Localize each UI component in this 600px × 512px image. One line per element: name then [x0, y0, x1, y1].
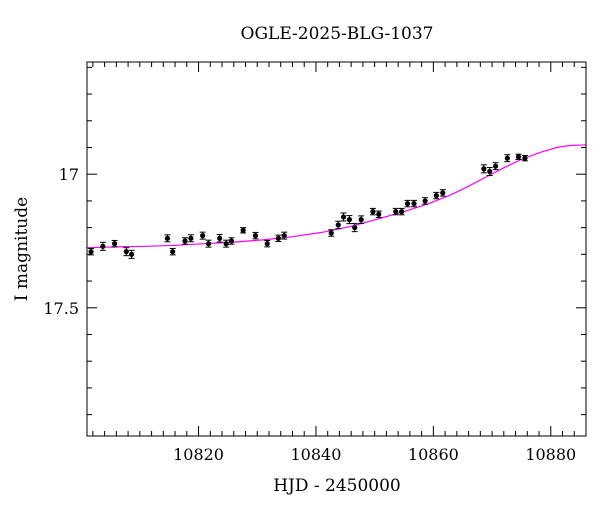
data-point	[328, 229, 335, 237]
data-point	[521, 155, 528, 162]
x-axis-label: HJD - 2450000	[273, 476, 401, 496]
point-marker	[352, 225, 358, 231]
point-marker	[264, 241, 270, 247]
y-tick-label: 17.5	[43, 299, 79, 318]
data-point	[169, 247, 176, 256]
point-marker	[358, 217, 364, 223]
data-point	[275, 234, 282, 243]
point-marker	[182, 238, 188, 244]
point-marker	[504, 155, 510, 161]
data-point	[492, 162, 499, 171]
point-marker	[252, 233, 259, 239]
point-marker	[188, 235, 194, 241]
data-point	[182, 237, 189, 245]
point-marker	[335, 222, 341, 228]
data-points-layer	[88, 153, 528, 259]
data-point	[335, 220, 342, 230]
point-marker	[440, 190, 446, 196]
point-marker	[487, 168, 493, 175]
data-point	[187, 234, 194, 243]
point-marker	[281, 233, 287, 239]
data-point	[123, 247, 130, 257]
point-marker	[422, 198, 428, 204]
data-point	[252, 231, 259, 240]
point-marker	[370, 209, 376, 215]
point-marker	[346, 217, 353, 223]
data-point	[486, 167, 493, 177]
data-point	[439, 189, 446, 197]
point-marker	[393, 209, 399, 215]
data-point	[410, 199, 417, 208]
point-marker	[170, 249, 176, 255]
data-point	[369, 207, 376, 216]
point-marker	[200, 233, 206, 239]
point-marker	[340, 214, 347, 220]
data-point	[164, 234, 171, 243]
point-marker	[111, 241, 118, 247]
model-curve	[86, 144, 587, 249]
data-point	[351, 223, 358, 233]
point-marker	[217, 235, 223, 241]
point-marker	[492, 163, 499, 169]
data-point	[228, 237, 235, 245]
point-marker	[100, 243, 106, 249]
data-point	[480, 164, 487, 174]
data-point	[504, 154, 511, 163]
data-point	[216, 234, 223, 243]
data-point	[340, 212, 347, 222]
point-marker	[123, 249, 129, 255]
point-marker	[129, 251, 135, 257]
data-point	[223, 239, 230, 248]
point-marker	[205, 241, 212, 247]
axis-ticks-layer: 10820 10840 10860 10880 17 17.5	[43, 62, 587, 464]
data-point	[88, 247, 95, 256]
data-point	[281, 231, 288, 240]
point-marker	[223, 241, 229, 247]
data-point	[205, 239, 212, 248]
data-point	[199, 231, 206, 240]
point-marker	[515, 154, 522, 160]
model-curve-layer	[86, 144, 587, 249]
data-point	[346, 215, 353, 225]
x-tick-label: 10880	[525, 445, 576, 464]
data-point	[264, 239, 271, 248]
data-point	[128, 249, 135, 259]
data-point	[515, 153, 522, 161]
point-marker	[240, 227, 246, 233]
chart-title: OGLE-2025-BLG-1037	[241, 24, 434, 44]
data-point	[398, 207, 405, 216]
point-marker	[433, 192, 439, 199]
point-marker	[399, 209, 405, 215]
data-point	[111, 239, 118, 248]
y-axis-label: I magnitude	[12, 197, 32, 301]
data-point	[422, 197, 429, 205]
x-tick-label: 10860	[408, 445, 459, 464]
point-marker	[328, 230, 334, 236]
point-marker	[88, 249, 94, 255]
plot-frame	[86, 61, 587, 437]
data-point	[392, 207, 399, 216]
point-marker	[411, 200, 417, 207]
point-marker	[522, 155, 528, 161]
point-marker	[481, 166, 487, 172]
data-point	[240, 227, 247, 234]
data-point	[404, 199, 411, 208]
y-tick-label: 17	[59, 165, 79, 184]
point-marker	[164, 235, 171, 241]
data-point	[375, 210, 382, 218]
point-marker	[404, 200, 411, 207]
x-tick-label: 10840	[290, 445, 341, 464]
data-point	[433, 191, 440, 200]
x-tick-label: 10820	[173, 445, 224, 464]
point-marker	[275, 235, 281, 241]
point-marker	[228, 238, 235, 244]
point-marker	[376, 211, 382, 217]
data-point	[358, 215, 365, 224]
data-point	[99, 241, 106, 251]
